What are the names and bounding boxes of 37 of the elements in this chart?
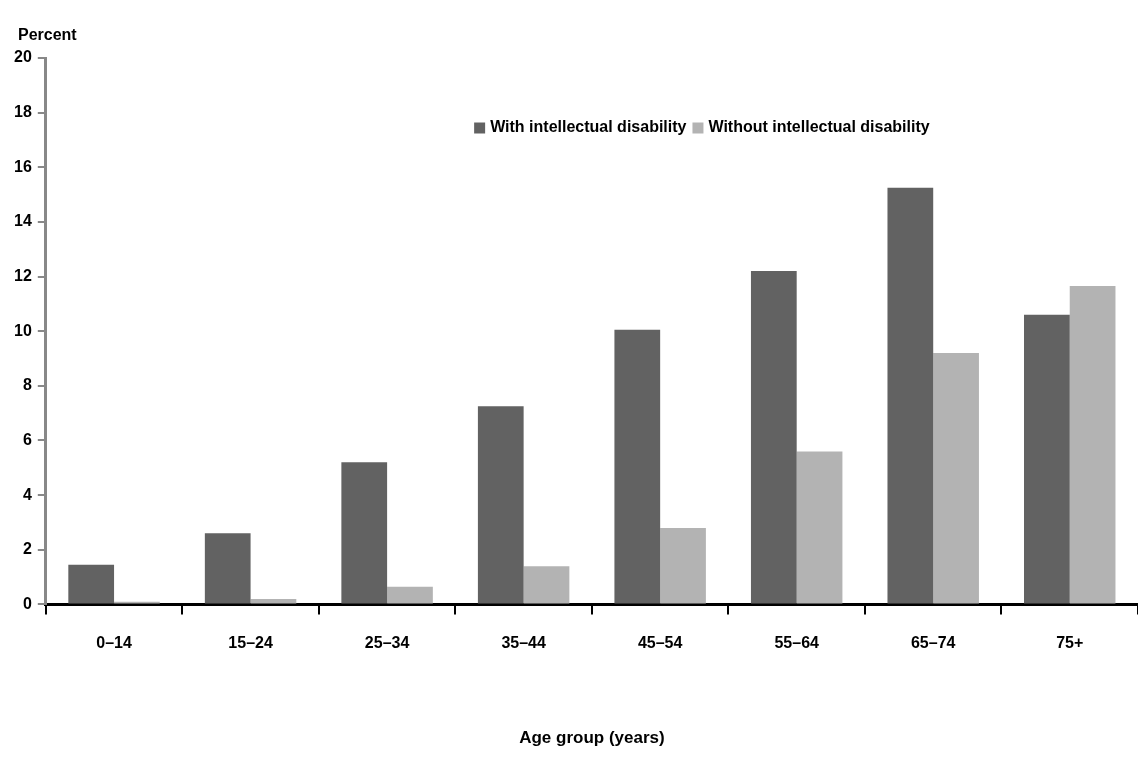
bar <box>341 462 388 604</box>
y-tick-label: 14 <box>14 212 32 230</box>
y-tick-label: 20 <box>14 48 32 66</box>
y-tick-label: 6 <box>22 430 32 448</box>
bar <box>1069 286 1116 604</box>
y-tick-label: 0 <box>22 594 32 612</box>
bar <box>614 329 661 604</box>
y-tick-label: 16 <box>14 157 32 175</box>
x-tick-label: 0–14 <box>96 634 132 652</box>
y-tick-label: 8 <box>22 376 32 394</box>
y-tick-label: 2 <box>22 540 32 558</box>
y-tick-label: 10 <box>14 321 32 339</box>
x-axis-title: Age group (years) <box>519 728 665 748</box>
x-tick-label: 35–44 <box>501 634 546 652</box>
bar <box>887 187 934 604</box>
bar <box>477 406 524 604</box>
y-tick-label: 4 <box>22 485 32 503</box>
y-tick-label: 12 <box>14 266 32 284</box>
y-tick-label: 18 <box>14 103 32 121</box>
legend-label: Without intellectual disability <box>708 118 930 136</box>
y-axis-title: Percent <box>18 26 78 44</box>
bar <box>933 353 979 604</box>
bar <box>796 451 843 604</box>
bar <box>204 533 251 604</box>
bar <box>523 566 570 604</box>
bar <box>68 564 115 604</box>
x-tick-label: 55–64 <box>774 634 820 652</box>
bar <box>387 586 433 604</box>
bar <box>750 271 797 604</box>
x-tick-label: 25–34 <box>364 634 410 652</box>
x-tick-label: 75+ <box>1056 634 1084 652</box>
x-tick-label: 45–54 <box>637 634 683 652</box>
x-tick-label: 65–74 <box>910 634 956 652</box>
bar <box>660 527 706 604</box>
bar <box>1024 314 1070 604</box>
x-tick-label: 15–24 <box>228 634 273 652</box>
legend-label: With intellectual disability <box>490 118 687 136</box>
